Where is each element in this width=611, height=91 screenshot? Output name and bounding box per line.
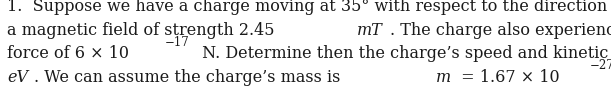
Text: 1.  Suppose we have a charge moving at 35° with respect to the direction of: 1. Suppose we have a charge moving at 35… xyxy=(7,0,611,15)
Text: −17: −17 xyxy=(165,35,189,49)
Text: mT: mT xyxy=(357,22,382,39)
Text: a magnetic field of strength 2.45: a magnetic field of strength 2.45 xyxy=(7,22,278,39)
Text: . The charge also experiences a magnetic: . The charge also experiences a magnetic xyxy=(390,22,611,39)
Text: force of 6 × 10: force of 6 × 10 xyxy=(7,45,130,62)
Text: . We can assume the charge’s mass is: . We can assume the charge’s mass is xyxy=(34,69,346,86)
Text: m: m xyxy=(436,69,452,86)
Text: −27: −27 xyxy=(590,59,611,72)
Text: eV: eV xyxy=(7,69,28,86)
Text: = 1.67 × 10: = 1.67 × 10 xyxy=(456,69,560,86)
Text: N. Determine then the charge’s speed and kinetic energy in: N. Determine then the charge’s speed and… xyxy=(197,45,611,62)
